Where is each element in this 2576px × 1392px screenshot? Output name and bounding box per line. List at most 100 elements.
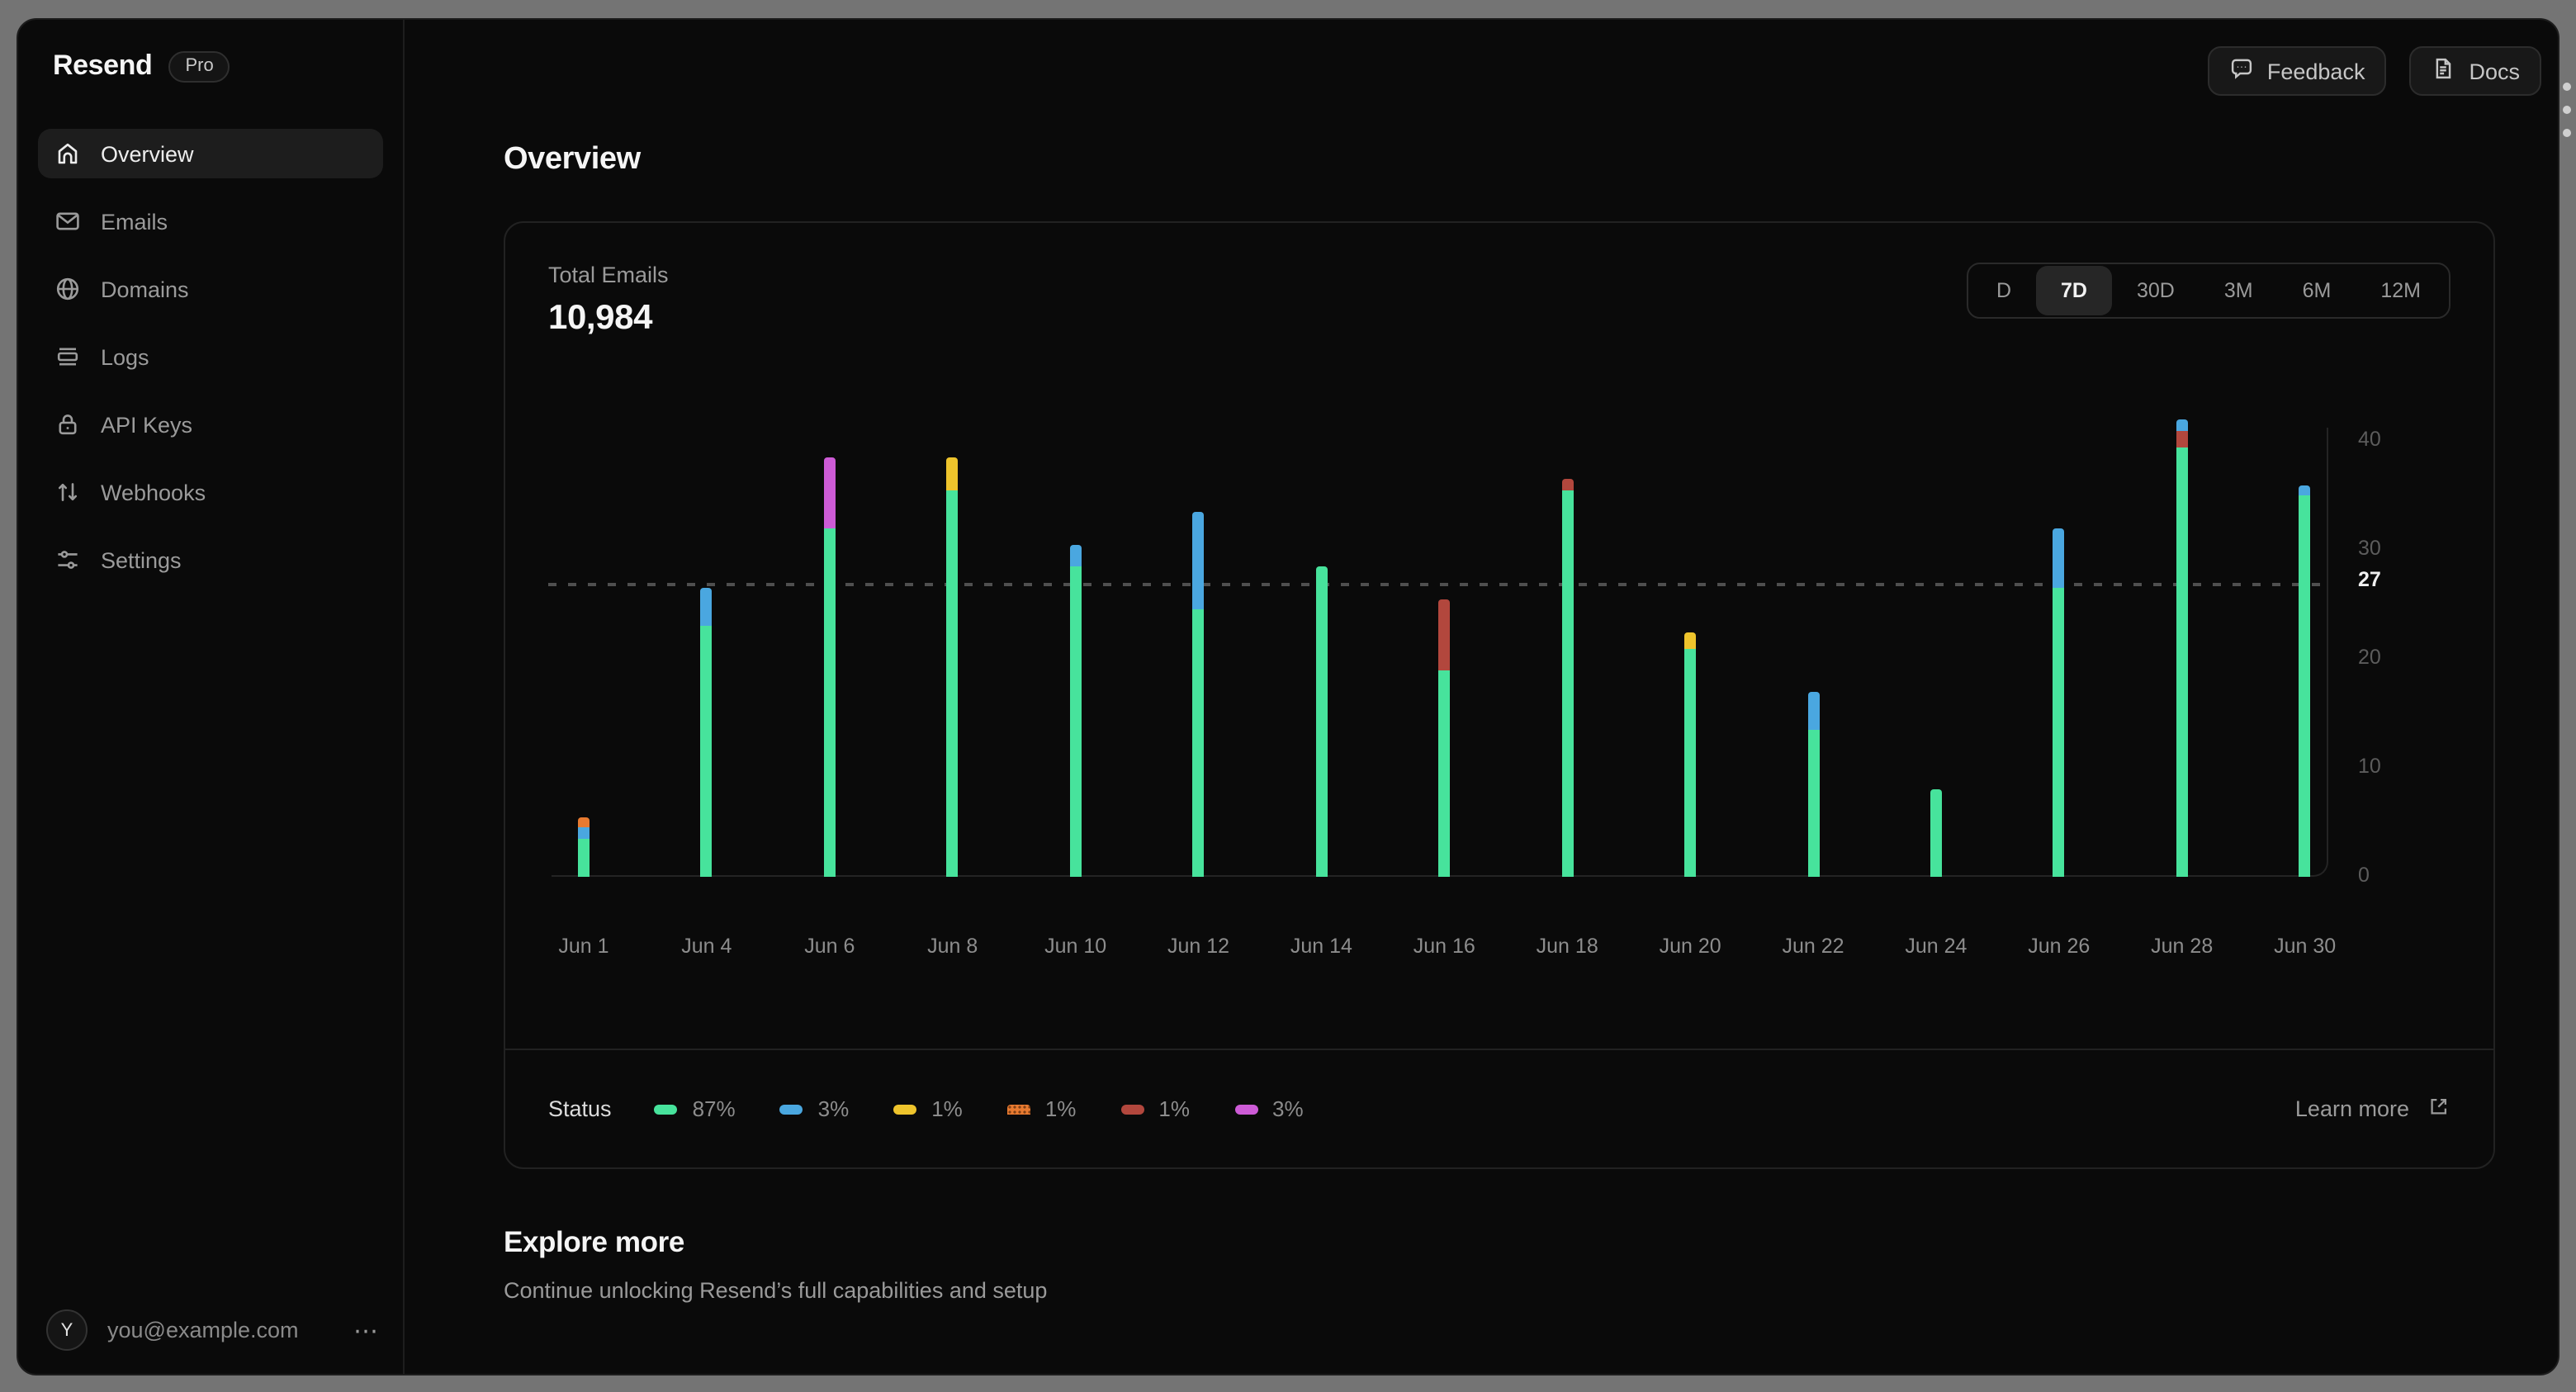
sidebar-item-logs[interactable]: Logs xyxy=(38,332,383,381)
segment-blue xyxy=(2053,528,2065,589)
feedback-button[interactable]: Feedback xyxy=(2207,46,2387,96)
range-d[interactable]: D xyxy=(1996,279,2011,302)
segment-red xyxy=(1561,479,1574,490)
x-tick-label: Jun 12 xyxy=(1167,935,1230,958)
segment-blue xyxy=(2299,485,2311,496)
bar-jun-20[interactable] xyxy=(1684,632,1697,877)
segment-blue xyxy=(1807,691,1819,730)
card-footer: Status 87% 3% 1% 1% 1% 3% Learn more xyxy=(505,1049,2493,1167)
resend-app: Resend Pro Overview Emails Domains Logs API … xyxy=(17,18,2559,1375)
logs-icon xyxy=(54,343,81,370)
x-tick-label: Jun 26 xyxy=(2028,935,2091,958)
bar-jun-18[interactable] xyxy=(1561,479,1574,877)
x-tick-label: Jun 4 xyxy=(681,935,732,958)
range-12m[interactable]: 12M xyxy=(2380,279,2421,302)
segment-blue xyxy=(1192,512,1205,610)
segment-orange xyxy=(578,817,590,828)
bar-jun-16[interactable] xyxy=(1438,599,1451,877)
sidebar-item-emails[interactable]: Emails xyxy=(38,196,383,246)
range-6m[interactable]: 6M xyxy=(2302,279,2332,302)
segment-green xyxy=(1069,566,1082,877)
user-row[interactable]: Y you@example.com ⋯ xyxy=(38,1309,383,1351)
range-7d[interactable]: 7D xyxy=(2036,266,2112,315)
x-tick-label: Jun 14 xyxy=(1290,935,1352,958)
segment-green xyxy=(2053,588,2065,877)
bar-jun-22[interactable] xyxy=(1807,691,1819,877)
segment-yellow xyxy=(1684,632,1697,649)
page-title: Overview xyxy=(504,142,641,177)
bar-jun-14[interactable] xyxy=(1315,566,1328,877)
x-tick-label: Jun 30 xyxy=(2274,935,2337,958)
bar-jun-8[interactable] xyxy=(946,457,959,877)
envelope-icon xyxy=(54,208,81,234)
sidebar-item-label: Logs xyxy=(101,344,149,369)
legend-percentage: 3% xyxy=(1272,1096,1304,1121)
range-30d[interactable]: 30D xyxy=(2136,279,2175,302)
lock-icon xyxy=(54,411,81,438)
sidebar-item-settings[interactable]: Settings xyxy=(38,535,383,585)
metric-label: Total Emails xyxy=(548,263,669,287)
red-swatch-icon xyxy=(1120,1104,1144,1114)
sidebar-item-label: Settings xyxy=(101,547,182,572)
user-menu-ellipsis-icon[interactable]: ⋯ xyxy=(353,1317,380,1345)
metric: Total Emails 10,984 xyxy=(548,263,669,339)
x-tick-label: Jun 22 xyxy=(1782,935,1844,958)
bar-jun-10[interactable] xyxy=(1069,544,1082,877)
legend-title: Status xyxy=(548,1096,612,1121)
x-tick-label: Jun 18 xyxy=(1536,935,1598,958)
total-emails-card: Total Emails 10,984 D 7D 30D 3M 6M 12M Jun 1 J… xyxy=(504,221,2495,1169)
sidebar-item-label: Webhooks xyxy=(101,480,206,504)
sidebar: Resend Pro Overview Emails Domains Logs API … xyxy=(18,20,405,1374)
external-link-icon xyxy=(2427,1095,2451,1123)
learn-more-link[interactable]: Learn more xyxy=(2295,1095,2451,1123)
x-tick-label: Jun 6 xyxy=(804,935,855,958)
legend-percentage: 1% xyxy=(1158,1096,1190,1121)
y-tick-label: 40 xyxy=(2358,428,2381,452)
y-tick-label: 10 xyxy=(2358,755,2381,779)
avatar: Y xyxy=(46,1309,88,1351)
sidebar-item-webhooks[interactable]: Webhooks xyxy=(38,467,383,517)
emails-bar-chart: Jun 1 Jun 4 Jun 6 Jun 8 Jun 10 Jun 12 Jun 14 Ju… xyxy=(548,388,2451,969)
docs-button[interactable]: Docs xyxy=(2409,46,2541,96)
globe-icon xyxy=(54,276,81,302)
window-edge-dots xyxy=(2563,83,2571,137)
docs-label: Docs xyxy=(2469,59,2520,83)
sidebar-item-overview[interactable]: Overview xyxy=(38,129,383,178)
legend-item-green: 87% xyxy=(654,1096,736,1121)
segment-green xyxy=(1807,729,1819,877)
sidebar-nav: Overview Emails Domains Logs API Keys Webhook… xyxy=(38,129,383,585)
bar-jun-4[interactable] xyxy=(700,588,713,877)
bar-jun-24[interactable] xyxy=(1930,789,1942,877)
explore-title: Explore more xyxy=(504,1225,684,1258)
bar-jun-30[interactable] xyxy=(2299,485,2311,877)
x-tick-label: Jun 1 xyxy=(558,935,609,958)
legend-percentage: 1% xyxy=(931,1096,963,1121)
segment-blue xyxy=(1069,544,1082,567)
document-icon xyxy=(2431,56,2455,86)
topbar: Feedback Docs xyxy=(2207,46,2541,96)
reference-dashed-line xyxy=(548,583,2328,586)
sidebar-item-domains[interactable]: Domains xyxy=(38,264,383,314)
bar-jun-28[interactable] xyxy=(2176,419,2188,877)
range-3m[interactable]: 3M xyxy=(2223,279,2253,302)
segment-green xyxy=(1192,609,1205,877)
bar-jun-6[interactable] xyxy=(823,457,836,877)
green-swatch-icon xyxy=(654,1104,678,1114)
learn-more-label: Learn more xyxy=(2294,1096,2409,1121)
bar-jun-26[interactable] xyxy=(2053,528,2065,877)
plan-badge: Pro xyxy=(168,50,230,82)
legend: 87% 3% 1% 1% 1% 3% xyxy=(654,1096,1348,1121)
bar-jun-12[interactable] xyxy=(1192,512,1205,877)
bar-jun-1[interactable] xyxy=(578,817,590,878)
arrows-up-down-icon xyxy=(54,479,81,505)
legend-percentage: 1% xyxy=(1044,1096,1077,1121)
segment-red xyxy=(2176,430,2188,447)
segment-green xyxy=(1684,648,1697,877)
explore-subtitle: Continue unlocking Resend’s full capabil… xyxy=(504,1278,1048,1303)
sidebar-item-api-keys[interactable]: API Keys xyxy=(38,400,383,449)
y-tick-label: 30 xyxy=(2358,537,2381,561)
legend-item-orange: 1% xyxy=(1006,1096,1077,1121)
legend-item-yellow: 1% xyxy=(893,1096,963,1121)
x-tick-label: Jun 20 xyxy=(1659,935,1721,958)
date-range-selector: D 7D 30D 3M 6M 12M xyxy=(1966,263,2451,319)
